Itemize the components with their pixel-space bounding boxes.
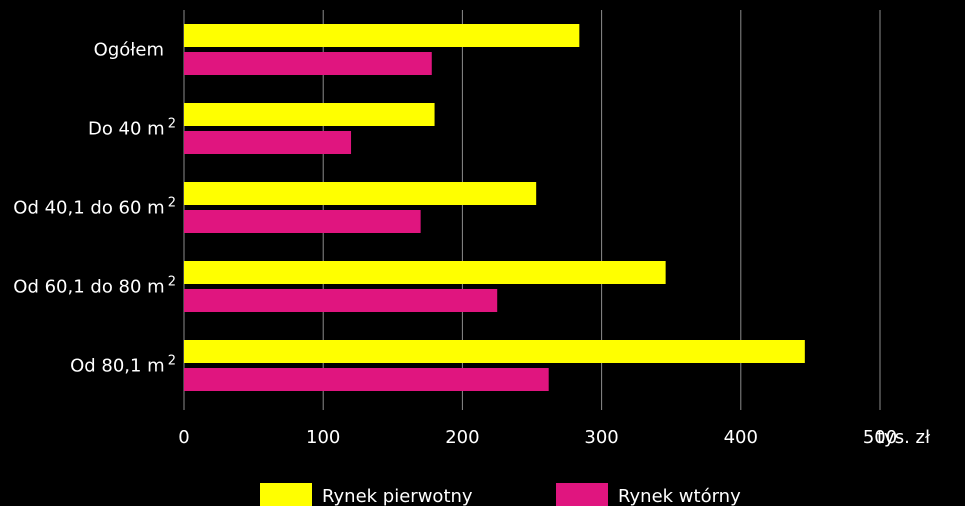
legend-swatch (260, 483, 312, 506)
category-label: Ogółem (94, 40, 164, 61)
bar-rynek-pierwotny (184, 24, 580, 47)
bar-rynek-wtorny (184, 210, 421, 233)
category-label-superscript: 2 (168, 117, 176, 132)
bar-rynek-wtorny (184, 52, 432, 75)
legend: Rynek pierwotny Rynek wtórny (260, 483, 741, 506)
category-label: Od 40,1 do 60 m 2 (13, 196, 176, 219)
bar-rynek-pierwotny (184, 340, 805, 363)
category-label-superscript: 2 (168, 275, 176, 290)
bar-rynek-pierwotny (184, 261, 666, 284)
x-tick-label: 100 (306, 427, 340, 448)
category-label-text: Do 40 m (88, 119, 165, 140)
bar-rynek-pierwotny (184, 103, 435, 126)
x-tick-label: 0 (178, 427, 189, 448)
legend-label: Rynek wtórny (618, 486, 741, 506)
category-label-text: Od 80,1 m (70, 356, 165, 377)
bar-rynek-pierwotny (184, 182, 537, 205)
x-tick-label: 200 (445, 427, 479, 448)
x-tick-label: 300 (584, 427, 618, 448)
category-label: Od 60,1 do 80 m 2 (13, 275, 176, 298)
x-axis-unit: tys. zł (877, 427, 931, 448)
category-label-superscript: 2 (168, 354, 176, 369)
category-label-superscript: 2 (168, 196, 176, 211)
x-axis-ticks: 0 100 200 300 400 500 (178, 427, 897, 448)
bars (184, 24, 805, 391)
bar-rynek-wtorny (184, 131, 352, 154)
category-label-text: Od 60,1 do 80 m (13, 277, 164, 298)
x-tick-label: 500 (863, 427, 897, 448)
bar-rynek-wtorny (184, 289, 498, 312)
legend-swatch (556, 483, 608, 506)
x-tick-label: 400 (724, 427, 758, 448)
bar-rynek-wtorny (184, 368, 549, 391)
category-label-text: Od 40,1 do 60 m (13, 198, 164, 219)
legend-label: Rynek pierwotny (322, 486, 473, 506)
category-label-text: Ogółem (94, 40, 164, 61)
